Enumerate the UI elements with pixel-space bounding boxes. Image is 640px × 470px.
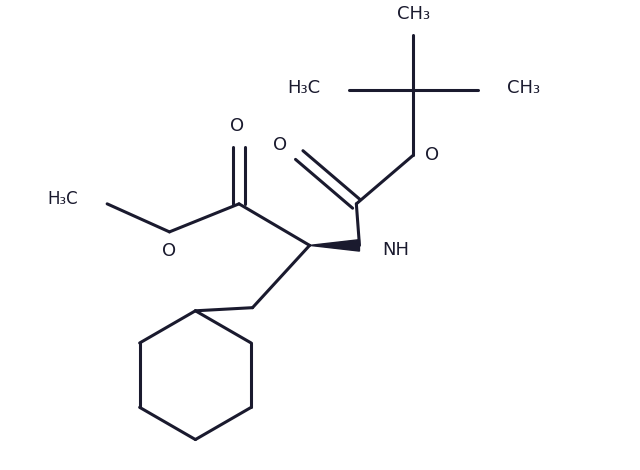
Polygon shape [310, 240, 360, 251]
Text: H₃C: H₃C [47, 190, 78, 208]
Text: O: O [273, 136, 287, 154]
Text: NH: NH [382, 241, 410, 259]
Text: O: O [163, 242, 177, 259]
Text: CH₃: CH₃ [507, 78, 540, 96]
Text: O: O [230, 117, 244, 135]
Text: CH₃: CH₃ [397, 5, 430, 23]
Text: O: O [425, 146, 439, 164]
Text: H₃C: H₃C [287, 78, 320, 96]
